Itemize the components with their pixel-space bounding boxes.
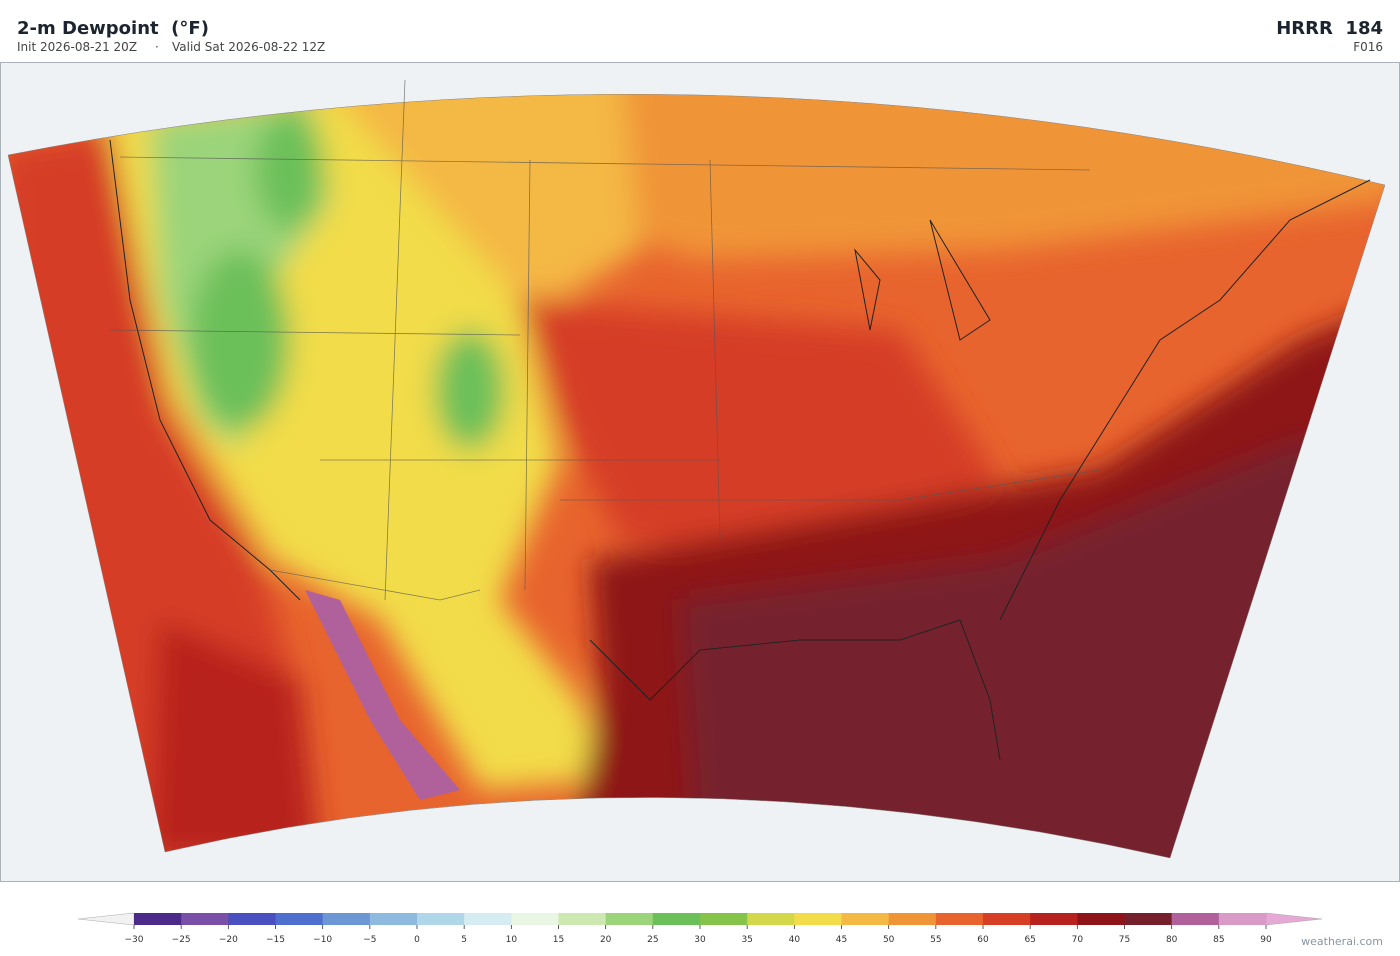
colorbar-swatch bbox=[1218, 913, 1267, 925]
colorbar-tick-label: −25 bbox=[172, 935, 191, 945]
colorbar-tick-label: 35 bbox=[741, 935, 752, 945]
colorbar-tick-label: 90 bbox=[1260, 935, 1272, 945]
forecast-hour: F016 bbox=[1353, 40, 1383, 54]
colorbar-swatch bbox=[558, 913, 607, 925]
colorbar-tick-label: 25 bbox=[647, 935, 658, 945]
colorbar-tick-label: −30 bbox=[125, 935, 144, 945]
colorbar-swatch bbox=[322, 913, 371, 925]
colorbar-tick-label: −20 bbox=[219, 935, 238, 945]
separator: · bbox=[155, 40, 159, 54]
colorbar-swatch bbox=[134, 913, 182, 925]
colorbar-tick-label: 55 bbox=[930, 935, 941, 945]
colorbar-swatch bbox=[700, 913, 748, 925]
colorbar-swatch bbox=[228, 913, 276, 925]
colorbar-swatch bbox=[1030, 913, 1078, 925]
colorbar-tick-label: 65 bbox=[1024, 935, 1035, 945]
colorbar-swatch bbox=[275, 913, 324, 925]
colorbar-under bbox=[77, 912, 135, 926]
colorbar-tick-label: −10 bbox=[313, 935, 332, 945]
colorbar-tick-label: 75 bbox=[1119, 935, 1130, 945]
colorbar-swatch bbox=[181, 913, 229, 925]
colorbar-tick-label: −15 bbox=[266, 935, 285, 945]
credit: weatherai.com bbox=[1301, 935, 1383, 948]
colorbar-tick-label: 45 bbox=[836, 935, 847, 945]
colorbar-tick-label: 50 bbox=[883, 935, 895, 945]
colorbar-swatch bbox=[417, 913, 465, 925]
title: 2-m Dewpoint (°F) bbox=[17, 18, 209, 39]
colorbar: −30 −25 −20 −15 −10 −5 0 5 10 15 20 25 30 35 40 45 50 55 6… bbox=[77, 912, 1323, 945]
colorbar-over bbox=[1265, 912, 1323, 926]
colorbar-tick-label: 5 bbox=[461, 935, 467, 945]
colorbar-tick-label: 85 bbox=[1213, 935, 1224, 945]
colorbar-tick-label: 15 bbox=[553, 935, 564, 945]
colorbar-swatch bbox=[935, 913, 984, 925]
colorbar-swatch bbox=[464, 913, 512, 925]
model-name: HRRR 184 bbox=[1276, 18, 1383, 39]
valid-time: Valid Sat 2026-08-22 12Z bbox=[172, 40, 325, 54]
colorbar-tick-label: 30 bbox=[694, 935, 706, 945]
colorbar-swatch bbox=[747, 913, 795, 925]
colorbar-swatch bbox=[1124, 913, 1173, 925]
colorbar-tick-label: 0 bbox=[414, 935, 420, 945]
colorbar-swatch bbox=[605, 913, 654, 925]
colorbar-swatch bbox=[1171, 913, 1220, 925]
colorbar-swatch bbox=[794, 913, 842, 925]
colorbar-swatch bbox=[511, 913, 559, 925]
colorbar-swatch bbox=[841, 913, 890, 925]
colorbar-swatch bbox=[888, 913, 937, 925]
colorbar-tick-label: 40 bbox=[789, 935, 801, 945]
colorbar-swatch bbox=[652, 913, 701, 925]
colorbar-tick-label: 10 bbox=[506, 935, 518, 945]
colorbar-swatch bbox=[983, 913, 1031, 925]
colorbar-tick-label: −5 bbox=[363, 935, 376, 945]
map bbox=[0, 62, 1400, 882]
init-time: Init 2026-08-21 20Z bbox=[17, 40, 137, 54]
colorbar-tick-label: 80 bbox=[1166, 935, 1178, 945]
colorbar-swatch bbox=[1077, 913, 1125, 925]
colorbar-tick-label: 60 bbox=[977, 935, 989, 945]
colorbar-swatch bbox=[369, 913, 418, 925]
colorbar-tick-label: 70 bbox=[1072, 935, 1084, 945]
colorbar-tick-label: 20 bbox=[600, 935, 612, 945]
